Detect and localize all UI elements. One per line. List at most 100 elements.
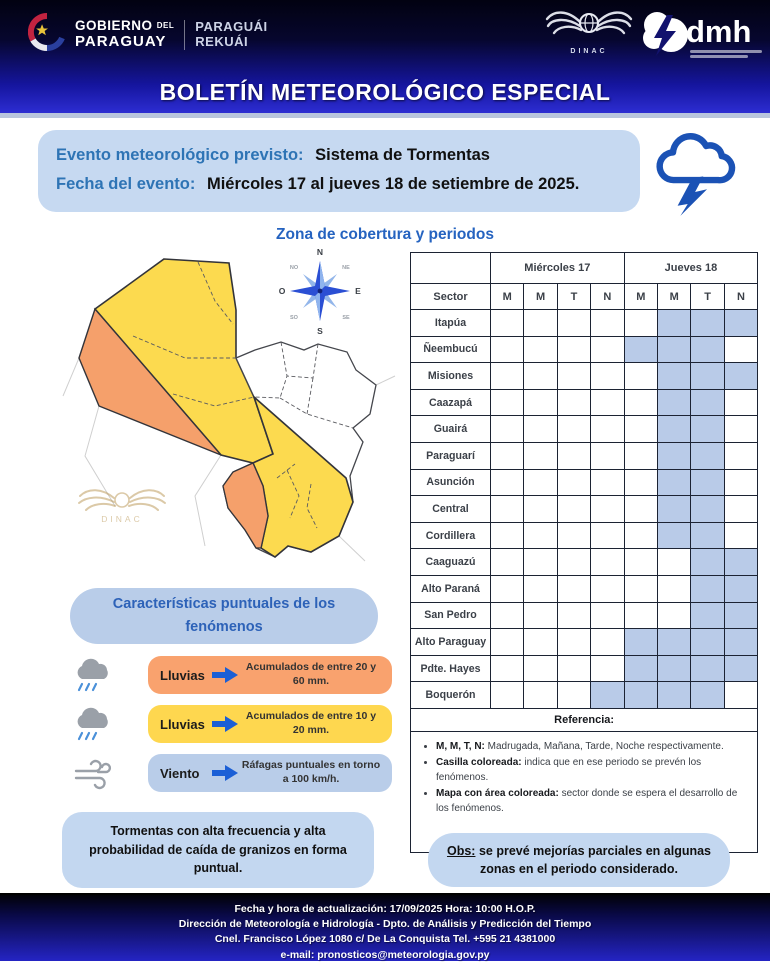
period-cell-covered [690, 681, 725, 709]
period-cell-empty [556, 441, 592, 470]
gov-paraguay-logo: GOBIERNO DEL PARAGUAY PARAGUÁI REKUÁI [27, 12, 268, 56]
dmh-subtitle-lines [690, 50, 762, 58]
wind-icon [68, 753, 116, 793]
map-region-oriental-orange [222, 462, 269, 549]
period-header: M [623, 283, 659, 310]
period-cell-empty [556, 388, 592, 417]
period-cell-empty [590, 309, 625, 337]
period-cell-empty [556, 309, 592, 337]
period-cell-empty [723, 681, 759, 709]
table-period-header-row: Sector M M T N M M T N [410, 283, 759, 310]
table-row: Misiones [410, 362, 759, 390]
period-cell-empty [556, 601, 592, 630]
period-cell-empty [656, 574, 692, 603]
period-cell-empty [489, 521, 525, 550]
sector-cell: Guairá [410, 415, 491, 443]
banner-divider [0, 113, 770, 118]
period-cell-empty [723, 415, 759, 443]
period-cell-empty [489, 574, 525, 603]
characteristic-label: Lluvias [160, 716, 205, 732]
period-cell-covered [690, 495, 725, 523]
footer-department-line: Dirección de Meteorología e Hidrología -… [178, 918, 592, 931]
period-cell-covered [656, 362, 692, 390]
period-header: T [690, 283, 725, 310]
period-cell-empty [590, 468, 625, 497]
gov-paraguay-emblem-icon [27, 12, 66, 56]
compass-n-label: N [317, 247, 323, 257]
period-cell-empty [590, 388, 625, 417]
arrow-right-icon [212, 716, 238, 732]
section-title: Zona de cobertura y periodos [276, 226, 494, 243]
period-cell-covered [656, 335, 692, 364]
period-cell-empty [523, 628, 558, 656]
rain-cloud-icon [68, 704, 116, 744]
bulletin-title: BOLETÍN METEOROLÓGICO ESPECIAL [159, 79, 611, 105]
period-cell-empty [489, 548, 525, 576]
period-cell-empty [523, 681, 558, 709]
period-cell-covered [723, 601, 759, 630]
storm-note: Tormentas con alta frecuencia y alta pro… [62, 812, 374, 888]
sector-cell: San Pedro [410, 601, 491, 630]
characteristic-label: Viento [160, 765, 200, 781]
period-cell-empty [623, 495, 659, 523]
period-cell-empty [623, 362, 659, 390]
dmh-wordmark: dmh [686, 14, 752, 49]
period-cell-empty [590, 628, 625, 656]
period-header: M [489, 283, 525, 310]
period-cell-empty [556, 654, 592, 683]
period-cell-covered [723, 654, 759, 683]
compass-e-label: E [355, 286, 361, 296]
period-cell-covered [690, 574, 725, 603]
period-cell-empty [723, 521, 759, 550]
period-cell-covered [656, 654, 692, 683]
period-cell-covered [656, 495, 692, 523]
sector-cell: Alto Paraguay [410, 628, 491, 656]
dmh-logo: dmh [640, 8, 762, 67]
period-cell-empty [556, 681, 592, 709]
gov-line1: GOBIERNO [75, 17, 153, 33]
sector-cell: Itapúa [410, 309, 491, 337]
period-cell-empty [523, 601, 558, 630]
compass-so-label: SO [290, 315, 299, 321]
compass-o-label: O [279, 286, 286, 296]
period-cell-empty [590, 335, 625, 364]
period-cell-covered [623, 654, 659, 683]
period-cell-empty [489, 441, 525, 470]
table-row: Caaguazú [410, 548, 759, 576]
period-header: M [523, 283, 558, 310]
period-cell-empty [590, 601, 625, 630]
event-date-value: Miércoles 17 al jueves 18 de setiembre d… [206, 174, 580, 193]
sector-cell: Boquerón [410, 681, 491, 709]
period-cell-covered [690, 335, 725, 364]
period-cell-empty [523, 548, 558, 576]
characteristic-description: Acumulados de entre 20 y 60 mm. [245, 661, 377, 687]
table-row: San Pedro [410, 601, 759, 630]
sector-cell: Misiones [410, 362, 491, 390]
period-cell-empty [623, 574, 659, 603]
gov-line3: PARAGUÁI [195, 18, 268, 34]
table-row: Paraguarí [410, 441, 759, 470]
reference-title-row: Referencia: [409, 707, 759, 732]
characteristic-pill: Viento Ráfagas puntuales en torno a 100 k… [148, 754, 392, 792]
period-cell-empty [656, 601, 692, 630]
reference-body-row: M, M, T, N: Madrugada, Mañana, Tarde, No… [409, 730, 759, 853]
period-cell-covered [723, 628, 759, 656]
period-cell-empty [523, 441, 558, 470]
dinac-logo: DINAC [543, 8, 635, 55]
sector-cell: Pdte. Hayes [410, 654, 491, 683]
period-cell-empty [723, 388, 759, 417]
period-cell-empty [489, 468, 525, 497]
dinac-label: DINAC [570, 48, 608, 55]
sector-cell: Central [410, 495, 491, 523]
arrow-right-icon [212, 667, 238, 683]
period-cell-empty [556, 548, 592, 576]
sector-cell: Caaguazú [410, 548, 491, 576]
table-row: Boquerón [410, 681, 759, 709]
sector-cell: Ñeembucú [410, 335, 491, 364]
period-cell-empty [556, 362, 592, 390]
compass-s-label: S [317, 326, 323, 336]
period-cell-covered [690, 362, 725, 390]
period-cell-empty [623, 521, 659, 550]
characteristics-title: Características puntuales de los fenómen… [70, 588, 378, 644]
period-cell-empty [623, 415, 659, 443]
